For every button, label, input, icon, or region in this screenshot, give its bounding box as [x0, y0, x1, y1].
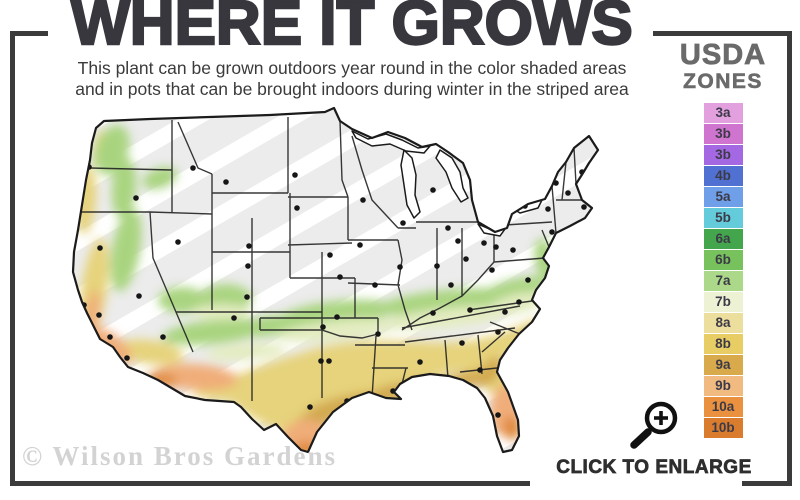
city-dot: [495, 329, 501, 335]
legend-zones: 3a 3b 3b 4b 5a 5b 6a 6b 7a 7b 8a 8b 9a 9b 10a 10b: [660, 103, 786, 438]
legend-title-usda: USDA: [679, 39, 767, 71]
city-dot: [133, 195, 139, 201]
city-dot: [337, 274, 343, 280]
city-dot: [292, 172, 298, 178]
city-dot: [375, 331, 381, 337]
frame-border-bottom-right: [742, 481, 792, 486]
zone-swatch-3b: 3b: [703, 124, 743, 144]
subtitle-line-2: and in pots that can be brought indoors …: [75, 79, 629, 99]
city-dot: [326, 358, 332, 364]
city-dot: [502, 309, 508, 315]
city-dot: [96, 312, 102, 318]
city-dot: [400, 220, 406, 226]
city-dot: [231, 315, 237, 321]
us-outline: [71, 106, 600, 454]
city-dot: [246, 243, 252, 249]
watermark: © Wilson Bros Gardens: [22, 441, 337, 471]
zone-swatch-10b: 10b: [703, 418, 743, 438]
city-dot: [334, 314, 340, 320]
page-title: WHERE IT GROWS: [70, 0, 634, 59]
frame-border-top-right: [653, 31, 792, 36]
city-dot: [477, 367, 483, 373]
city-dot: [175, 239, 181, 245]
city-dot: [455, 238, 461, 244]
zone-swatch-6a: 6a: [703, 229, 743, 249]
city-dot: [190, 165, 196, 171]
city-dot: [307, 404, 313, 410]
frame-border-left: [10, 31, 15, 486]
city-dot: [417, 359, 423, 365]
lake-huron: [435, 149, 469, 203]
city-dot: [516, 299, 522, 305]
city-dot: [448, 282, 454, 288]
legend-title-zones: ZONES: [683, 70, 763, 94]
city-dot: [565, 190, 571, 196]
city-dot: [445, 225, 451, 231]
city-dot: [124, 355, 130, 361]
zone-swatch-8a: 8a: [703, 313, 743, 333]
subtitle-line-1: This plant can be grown outdoors year ro…: [77, 58, 627, 78]
city-dot: [245, 263, 251, 269]
zone-swatch-8b: 8b: [703, 334, 743, 354]
usda-zones-legend: USDA ZONES 3a 3b 3b 4b 5a 5b 6a 6b 7a 7b 8a 8b 9a 9b 1…: [660, 40, 786, 439]
city-dot: [357, 242, 363, 248]
city-dot: [136, 293, 142, 299]
city-dot: [107, 334, 113, 340]
city-dot: [434, 263, 440, 269]
magnifier-plus-icon[interactable]: [619, 398, 689, 450]
city-dot: [372, 282, 378, 288]
city-dot: [430, 310, 436, 316]
city-dot: [481, 240, 487, 246]
city-dot: [463, 256, 469, 262]
zone-swatch-3b: 3b: [703, 145, 743, 165]
city-dot: [495, 412, 501, 418]
lake-michigan: [400, 149, 421, 219]
city-dot: [459, 340, 465, 346]
city-dot: [549, 229, 555, 235]
enlarge-button[interactable]: CLICK TO ENLARGE: [540, 398, 768, 479]
zone-swatch-6b: 6b: [703, 250, 743, 270]
frame-border-right: [787, 31, 792, 486]
city-dot: [581, 204, 587, 210]
zone-swatch-9b: 9b: [703, 376, 743, 396]
city-dot: [97, 245, 103, 251]
zone-swatch-5a: 5a: [703, 187, 743, 207]
enlarge-label[interactable]: CLICK TO ENLARGE: [556, 457, 752, 479]
frame-border-bottom-left: [10, 481, 530, 486]
zone-swatch-4b: 4b: [703, 166, 743, 186]
state-borders: [76, 117, 582, 401]
zone-swatch-7a: 7a: [703, 271, 743, 291]
zone-swatch-10a: 10a: [703, 397, 743, 417]
city-dot: [320, 324, 326, 330]
city-dot: [223, 179, 229, 185]
city-dots: [81, 164, 587, 439]
zone-swatch-9a: 9a: [703, 355, 743, 375]
zone-swatch-5b: 5b: [703, 208, 743, 228]
city-dot: [510, 247, 516, 253]
city-dot: [318, 358, 324, 364]
city-dot: [401, 395, 407, 401]
city-dot: [489, 267, 495, 273]
frame-border-top-left: [10, 31, 48, 36]
city-dot: [294, 205, 300, 211]
city-dot: [397, 264, 403, 270]
city-dot: [525, 277, 531, 283]
city-dot: [360, 197, 366, 203]
zone-shading: [75, 124, 556, 452]
city-dot: [467, 307, 473, 313]
city-dot: [327, 252, 333, 258]
zone-swatch-3a: 3a: [703, 103, 743, 123]
zone-swatch-7b: 7b: [703, 292, 743, 312]
city-dot: [430, 187, 436, 193]
city-dot: [545, 206, 551, 212]
page-subtitle: This plant can be grown outdoors year ro…: [0, 58, 704, 100]
city-dot: [520, 433, 526, 439]
city-dot: [493, 244, 499, 250]
city-dot: [160, 334, 166, 340]
city-dot: [244, 294, 250, 300]
